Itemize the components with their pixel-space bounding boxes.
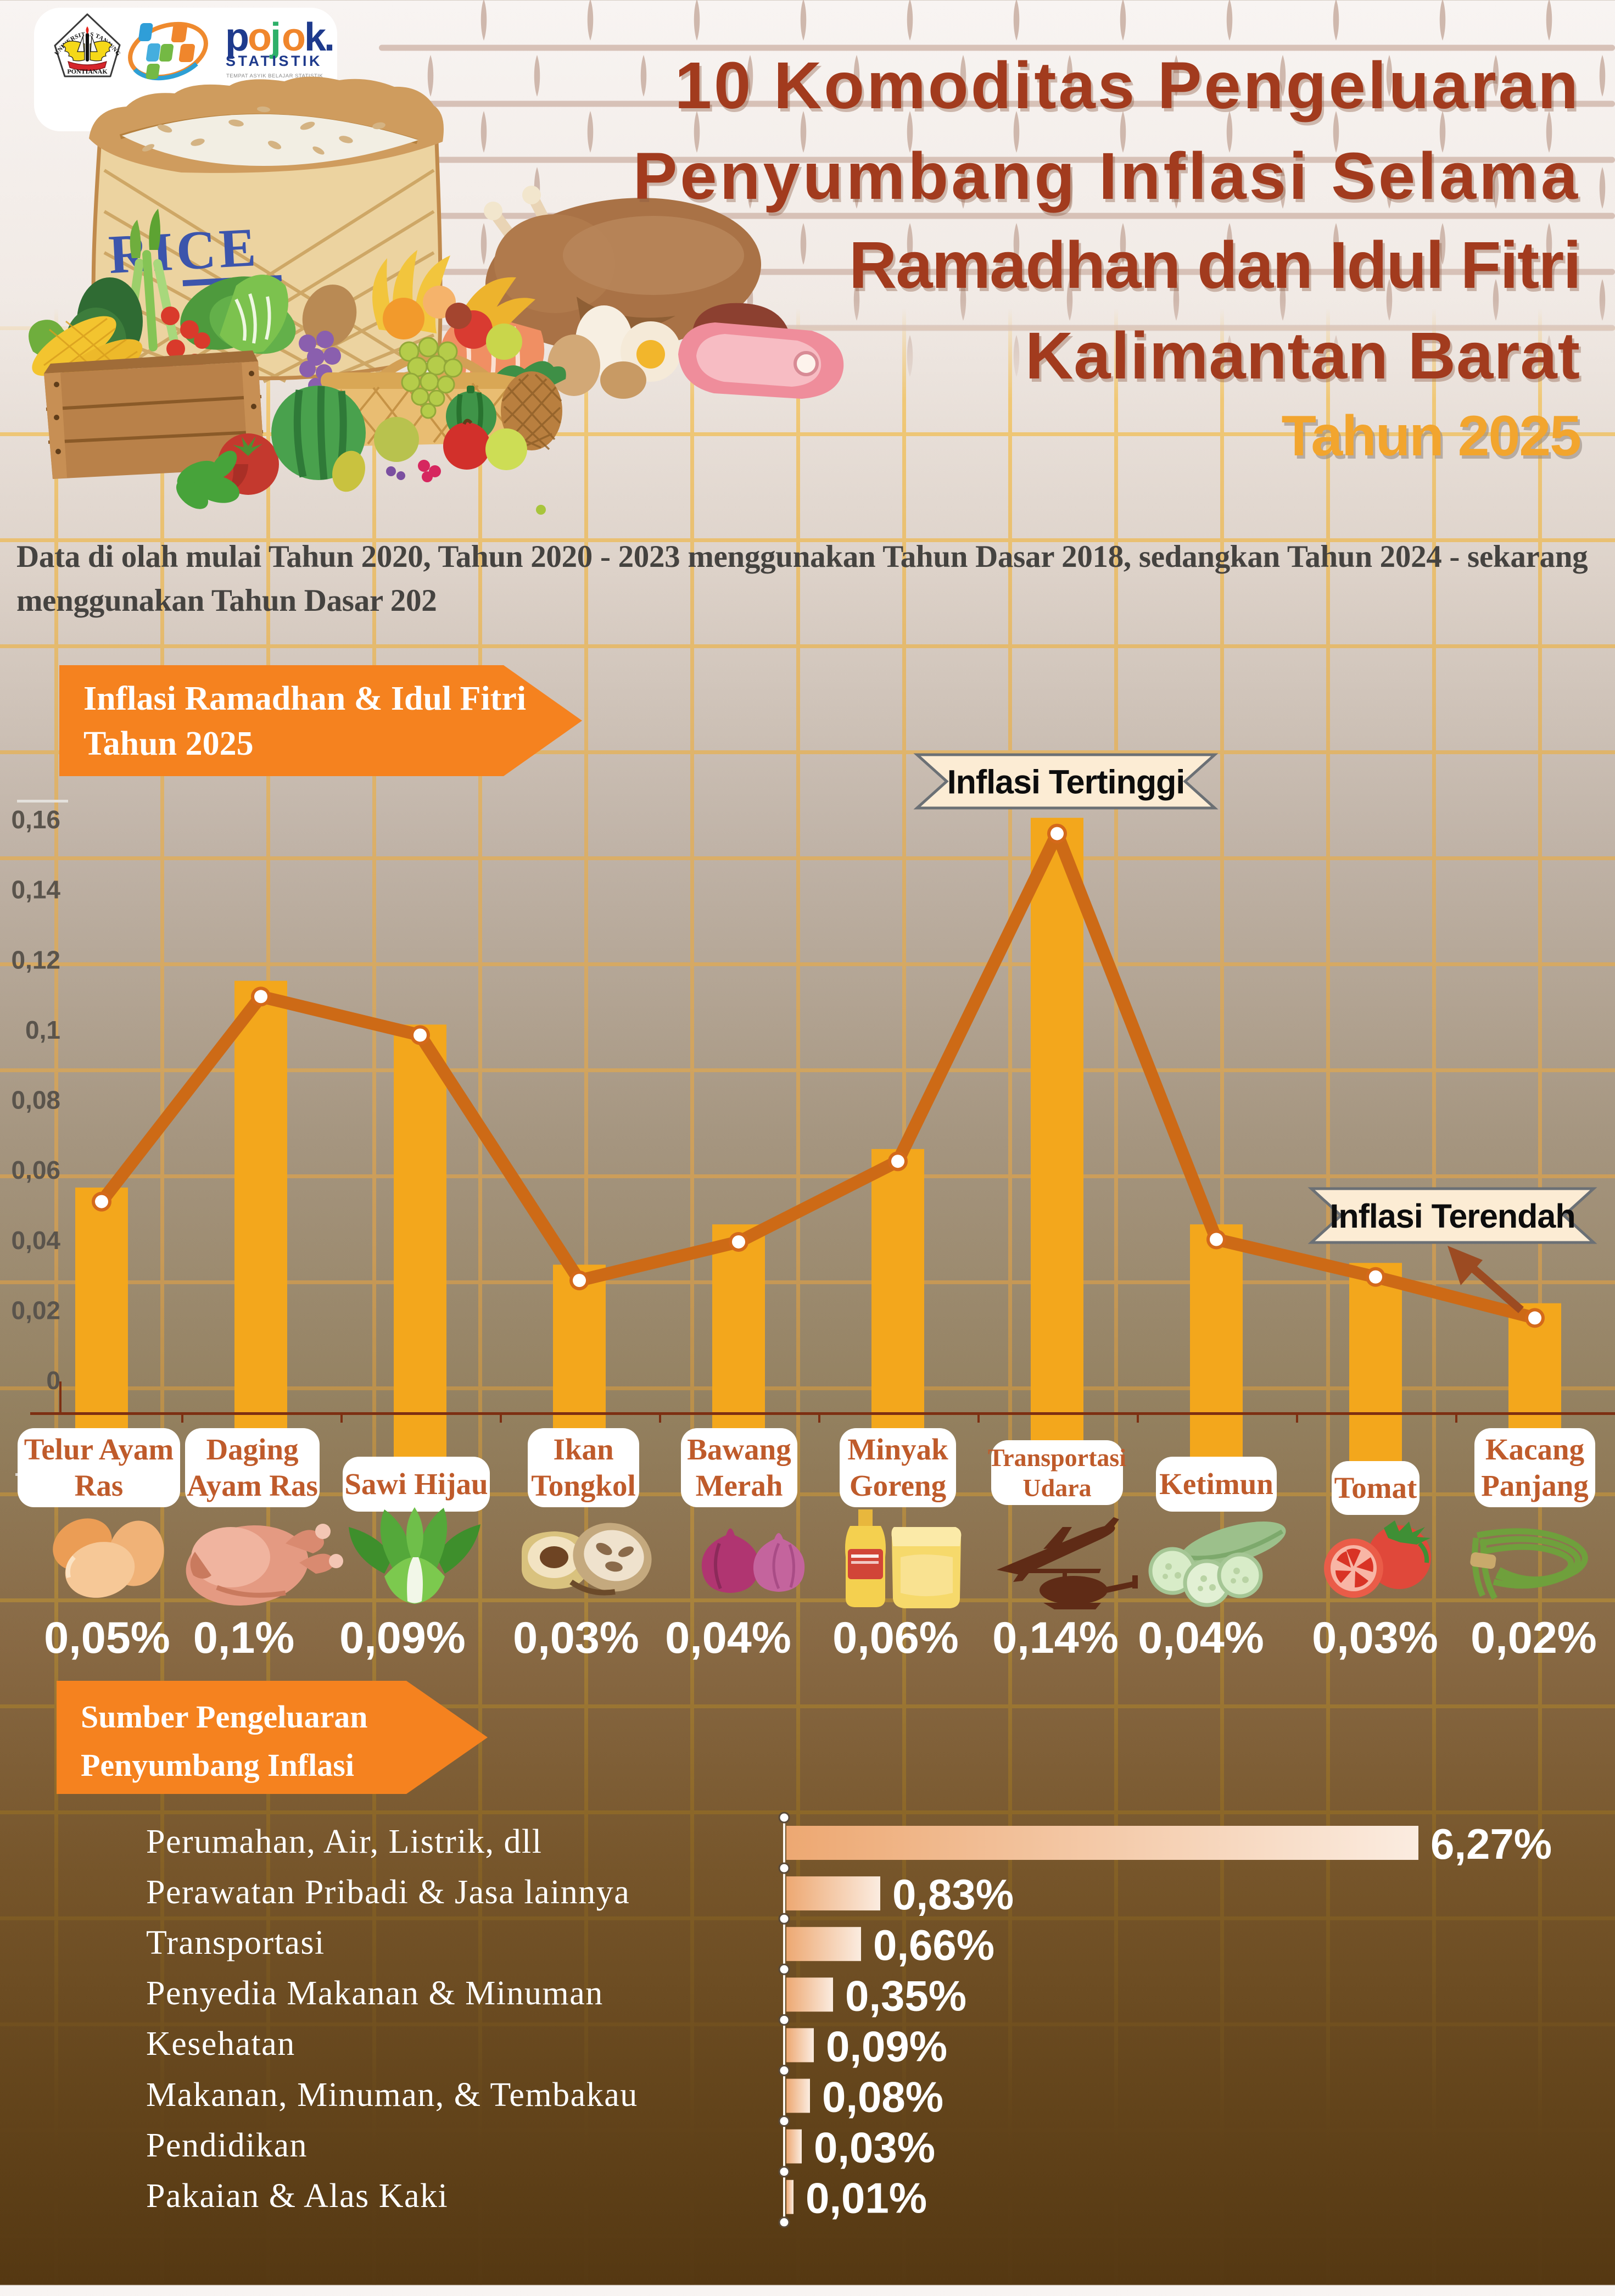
svg-text:0,08%: 0,08% bbox=[822, 2073, 943, 2121]
svg-text:0,03%: 0,03% bbox=[814, 2124, 935, 2172]
svg-text:Inflasi Terendah: Inflasi Terendah bbox=[1329, 1197, 1575, 1235]
svg-text:o: o bbox=[282, 15, 306, 59]
svg-text:0,16: 0,16 bbox=[11, 805, 60, 834]
svg-text:0,09%: 0,09% bbox=[826, 2022, 947, 2070]
svg-text:PONTIANAK: PONTIANAK bbox=[67, 68, 108, 75]
svg-text:k: k bbox=[304, 15, 327, 59]
svg-text:j: j bbox=[269, 15, 281, 59]
svg-text:p: p bbox=[225, 15, 249, 59]
svg-text:0: 0 bbox=[46, 1366, 60, 1395]
svg-text:0,12: 0,12 bbox=[11, 945, 60, 974]
svg-text:0,08: 0,08 bbox=[11, 1086, 60, 1114]
svg-text:0,1: 0,1 bbox=[25, 1016, 60, 1044]
svg-text:Inflasi Tertinggi: Inflasi Tertinggi bbox=[947, 764, 1185, 801]
svg-text:6,27%: 6,27% bbox=[1430, 1820, 1552, 1868]
svg-text:0,06: 0,06 bbox=[11, 1156, 60, 1184]
svg-text:0,66%: 0,66% bbox=[873, 1921, 994, 1969]
svg-text:0,14: 0,14 bbox=[11, 876, 60, 904]
svg-text:0,35%: 0,35% bbox=[845, 1971, 966, 2020]
svg-text:RICE: RICE bbox=[107, 216, 260, 285]
svg-text:STATISTIK: STATISTIK bbox=[226, 53, 322, 69]
svg-text:TEMPAT ASYIK BELAJAR STATISTIK: TEMPAT ASYIK BELAJAR STATISTIK bbox=[226, 73, 323, 79]
svg-text:0,01%: 0,01% bbox=[806, 2174, 927, 2222]
svg-text:o: o bbox=[248, 15, 272, 59]
svg-text:0,04: 0,04 bbox=[11, 1226, 60, 1255]
svg-text:0,83%: 0,83% bbox=[892, 1870, 1014, 1919]
svg-text:.: . bbox=[324, 15, 335, 59]
svg-text:0,02: 0,02 bbox=[11, 1296, 60, 1324]
